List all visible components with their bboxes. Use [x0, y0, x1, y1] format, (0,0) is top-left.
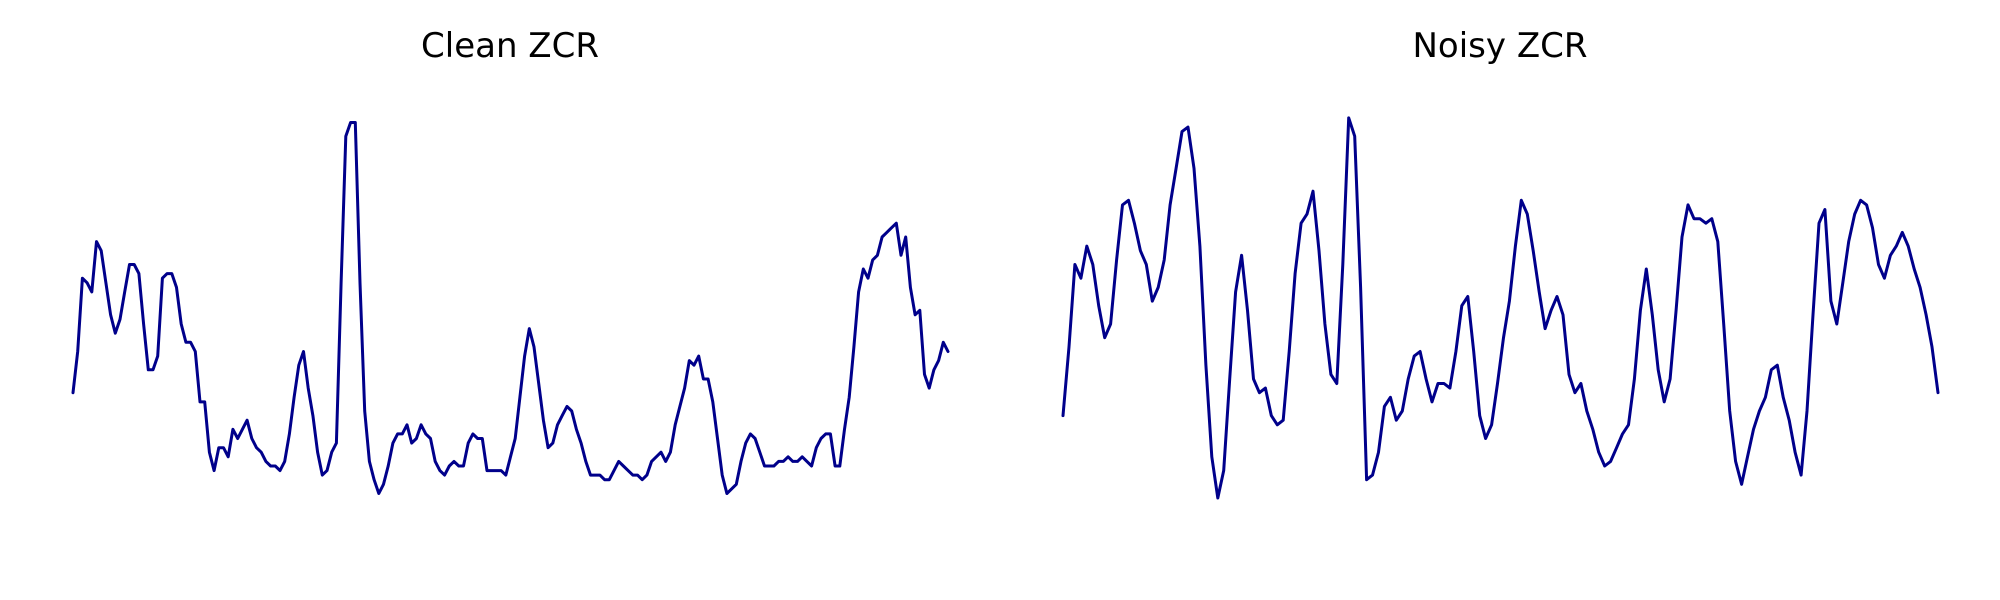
chart-title-noisy: Noisy ZCR [1413, 26, 1588, 66]
clean-zcr-plot [71, 121, 950, 495]
clean-zcr-line [71, 121, 950, 495]
noisy-zcr-line [1061, 116, 1940, 500]
noisy-zcr-plot [1061, 116, 1940, 500]
chart-title-clean: Clean ZCR [421, 26, 599, 66]
